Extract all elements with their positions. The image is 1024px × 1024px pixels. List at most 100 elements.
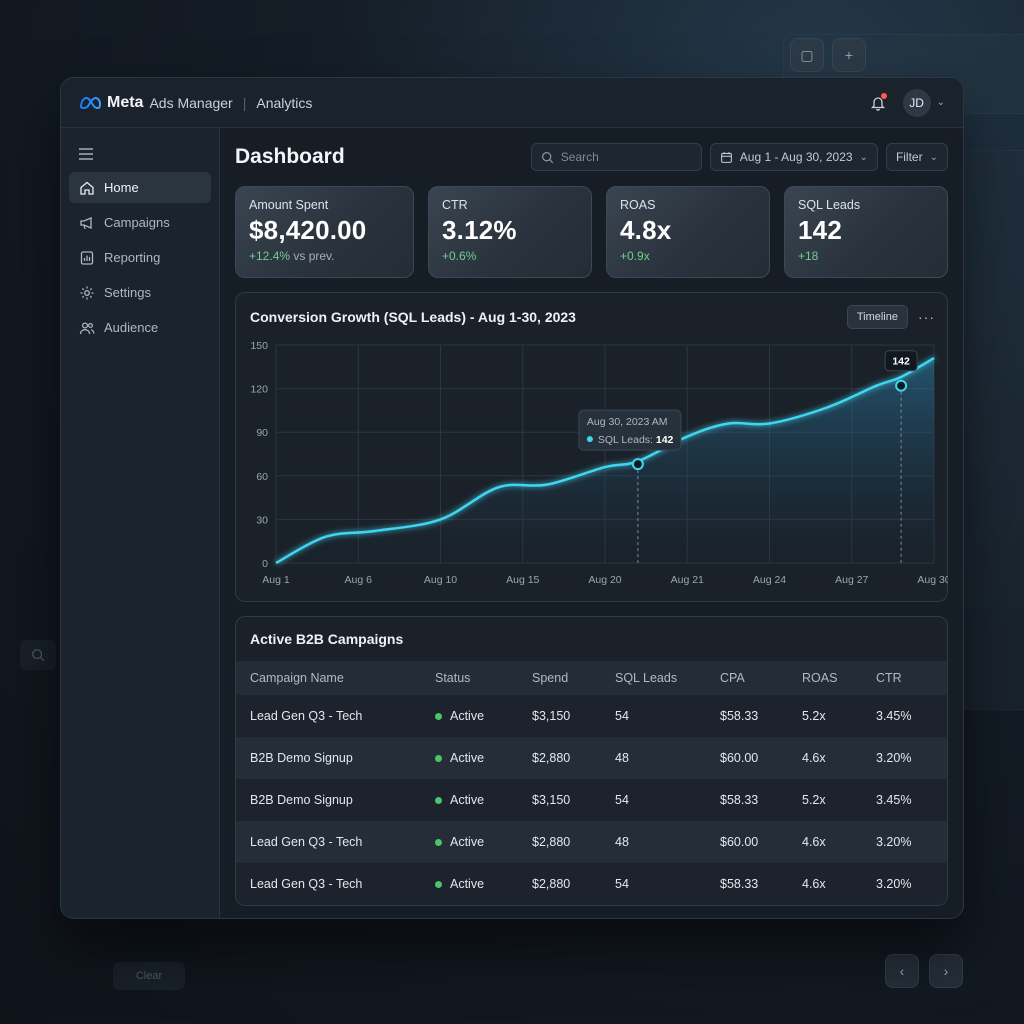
x-tick-label: Aug 21 bbox=[671, 574, 704, 586]
sidebar-item-settings[interactable]: Settings bbox=[69, 277, 211, 308]
meta-logo-icon bbox=[79, 96, 101, 109]
background-clear-button: Clear bbox=[113, 962, 185, 990]
chevron-down-icon: ⌄ bbox=[936, 97, 945, 108]
product-name: Ads Manager bbox=[149, 94, 233, 111]
search-icon bbox=[541, 151, 553, 163]
table-row[interactable]: Lead Gen Q3 - Tech Active $2,880 48 $60.… bbox=[236, 821, 947, 863]
data-point-marker bbox=[895, 379, 908, 392]
status-dot bbox=[435, 881, 442, 889]
hamburger-icon bbox=[79, 148, 93, 160]
status-label: Active bbox=[450, 709, 485, 723]
cell-cpa: $58.33 bbox=[706, 695, 788, 737]
sidebar-item-label: Audience bbox=[104, 320, 159, 335]
cell-spend: $2,880 bbox=[518, 821, 601, 863]
status-label: Active bbox=[450, 877, 485, 891]
next-page-button[interactable]: › bbox=[929, 954, 963, 988]
brand[interactable]: Meta Ads Manager | Analytics bbox=[79, 94, 312, 112]
table-row[interactable]: B2B Demo Signup Active $2,880 48 $60.00 … bbox=[236, 737, 947, 779]
kpi-label: Amount Spent bbox=[249, 198, 329, 212]
cell-cpa: $58.33 bbox=[706, 779, 788, 821]
kpi-delta: +0.9x bbox=[620, 249, 650, 263]
cell-status: Active bbox=[421, 779, 518, 821]
search-input[interactable]: Search bbox=[530, 143, 702, 171]
kpi-card-sql-leads[interactable]: SQL Leads 142 +18 bbox=[784, 186, 948, 278]
page-title: Dashboard bbox=[235, 145, 345, 168]
column-header[interactable]: Status bbox=[421, 661, 518, 695]
table-row[interactable]: B2B Demo Signup Active $3,150 54 $58.33 … bbox=[236, 779, 947, 821]
sidebar-item-label: Campaigns bbox=[104, 215, 170, 230]
cell-cpa: $60.00 bbox=[706, 821, 788, 863]
line-chart[interactable]: 0 30 60 90 120 150 Aug 1 Aug 6 Aug 10 Aug 15 Aug 2… bbox=[236, 293, 948, 603]
background-panel bbox=[960, 150, 1024, 710]
brand-divider: | bbox=[242, 94, 247, 111]
sidebar-item-campaigns[interactable]: Campaigns bbox=[69, 207, 211, 238]
background-square-icon: ▢ bbox=[790, 38, 824, 72]
menu-toggle-button[interactable] bbox=[79, 142, 115, 166]
status-dot bbox=[435, 839, 442, 847]
y-tick-label: 0 bbox=[262, 558, 268, 570]
x-tick-label: Aug 30 bbox=[917, 574, 948, 586]
cell-status: Active bbox=[421, 821, 518, 863]
x-tick-label: Aug 27 bbox=[835, 574, 868, 586]
x-tick-label: Aug 6 bbox=[345, 574, 373, 586]
campaigns-table: Campaign Name Status Spend SQL Leads CPA… bbox=[236, 661, 947, 905]
title-bar: Meta Ads Manager | Analytics JD ⌄ bbox=[61, 78, 963, 128]
home-icon bbox=[80, 181, 94, 195]
notification-dot bbox=[880, 92, 887, 99]
table-row[interactable]: Lead Gen Q3 - Tech Active $2,880 54 $58.… bbox=[236, 863, 947, 905]
kpi-delta: +0.6% bbox=[442, 249, 477, 263]
x-tick-label: Aug 1 bbox=[262, 574, 290, 586]
kpi-delta-value: +12.4% bbox=[249, 249, 291, 263]
sidebar-item-home[interactable]: Home bbox=[69, 172, 211, 203]
status-label: Active bbox=[450, 793, 485, 807]
cell-spend: $2,880 bbox=[518, 863, 601, 905]
x-tick-label: Aug 20 bbox=[588, 574, 621, 586]
more-options-icon[interactable]: ··· bbox=[918, 309, 935, 325]
column-header[interactable]: CPA bbox=[706, 661, 788, 695]
kpi-value: 4.8x bbox=[620, 215, 672, 245]
data-point-marker bbox=[631, 458, 644, 471]
x-tick-label: Aug 10 bbox=[424, 574, 457, 586]
sidebar: Home Campaigns Reporting Settings Audien… bbox=[61, 128, 220, 918]
kpi-card-amount-spent[interactable]: Amount Spent $8,420.00 +12.4% vs prev. bbox=[235, 186, 414, 278]
status-label: Active bbox=[450, 835, 485, 849]
tooltip-series-dot bbox=[586, 436, 593, 443]
kpi-label: ROAS bbox=[620, 198, 656, 212]
section-name: Analytics bbox=[256, 94, 313, 111]
table-row[interactable]: Lead Gen Q3 - Tech Active $3,150 54 $58.… bbox=[236, 695, 947, 737]
chart-title: Conversion Growth (SQL Leads) - Aug 1-30… bbox=[250, 309, 576, 325]
cell-spend: $3,150 bbox=[518, 779, 601, 821]
notifications-button[interactable] bbox=[867, 92, 889, 114]
column-header[interactable]: ROAS bbox=[788, 661, 862, 695]
column-header[interactable]: CTR bbox=[862, 661, 947, 695]
cell-roas: 4.6x bbox=[788, 821, 862, 863]
y-tick-label: 30 bbox=[256, 514, 268, 526]
cell-campaign-name: B2B Demo Signup bbox=[236, 737, 421, 779]
cell-campaign-name: Lead Gen Q3 - Tech bbox=[236, 821, 421, 863]
sidebar-item-audience[interactable]: Audience bbox=[69, 312, 211, 343]
area-fill bbox=[276, 358, 934, 563]
x-tick-label: Aug 24 bbox=[753, 574, 786, 586]
cell-ctr: 3.20% bbox=[862, 737, 947, 779]
cell-ctr: 3.45% bbox=[862, 695, 947, 737]
report-icon bbox=[80, 250, 94, 265]
end-value-label: 142 bbox=[892, 356, 910, 368]
cell-roas: 5.2x bbox=[788, 779, 862, 821]
filter-button[interactable]: Filter ⌄ bbox=[885, 143, 948, 171]
kpi-label: SQL Leads bbox=[798, 198, 861, 212]
account-menu[interactable]: JD ⌄ bbox=[902, 88, 945, 117]
main-content: Dashboard Search Aug 1 - Aug 30, 2023 ⌄ … bbox=[220, 128, 963, 918]
column-header[interactable]: Campaign Name bbox=[236, 661, 421, 695]
date-range-picker[interactable]: Aug 1 - Aug 30, 2023 ⌄ bbox=[709, 143, 878, 171]
column-header[interactable]: Spend bbox=[518, 661, 601, 695]
prev-page-button[interactable]: ‹ bbox=[885, 954, 919, 988]
timeline-button[interactable]: Timeline bbox=[846, 305, 908, 329]
cell-ctr: 3.45% bbox=[862, 779, 947, 821]
kpi-delta-suffix: vs prev. bbox=[290, 249, 335, 263]
kpi-card-roas[interactable]: ROAS 4.8x +0.9x bbox=[606, 186, 770, 278]
sidebar-item-reporting[interactable]: Reporting bbox=[69, 242, 211, 273]
column-header[interactable]: SQL Leads bbox=[601, 661, 706, 695]
cell-status: Active bbox=[421, 695, 518, 737]
kpi-card-ctr[interactable]: CTR 3.12% +0.6% bbox=[428, 186, 592, 278]
cell-ctr: 3.20% bbox=[862, 821, 947, 863]
